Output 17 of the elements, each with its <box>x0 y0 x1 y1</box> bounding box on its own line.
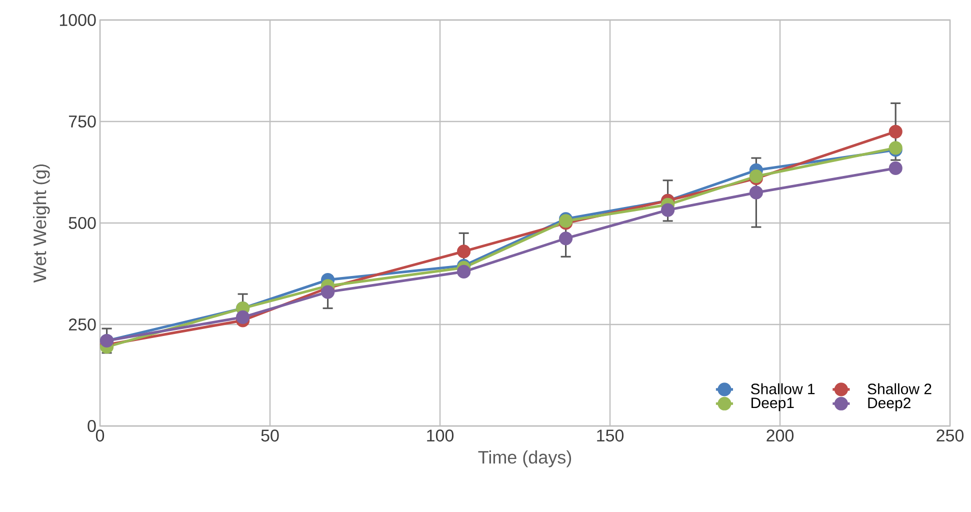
y-tick-label: 1000 <box>60 14 96 26</box>
y-tick-label: 250 <box>68 318 96 331</box>
x-axis-title: Time (days) <box>478 450 572 468</box>
x-tick-label: 150 <box>597 430 624 442</box>
legend-label: Deep1 <box>752 398 794 412</box>
y-tick-label: 750 <box>68 115 96 128</box>
y-tick-label: 500 <box>68 216 96 230</box>
y-axis-title: Wet Weight (g) <box>33 164 50 283</box>
x-tick-label: 250 <box>936 430 964 442</box>
legend-label: Shallow 2 <box>868 383 932 394</box>
legend-label: Deep2 <box>868 398 910 412</box>
x-tick-label: 200 <box>766 430 794 442</box>
legend-label: Shallow 1 <box>750 383 815 394</box>
y-tick-label: 0 <box>88 420 96 432</box>
x-tick-label: 0 <box>96 430 104 442</box>
x-tick-label: 50 <box>261 430 279 442</box>
x-tick-label: 100 <box>427 430 454 442</box>
